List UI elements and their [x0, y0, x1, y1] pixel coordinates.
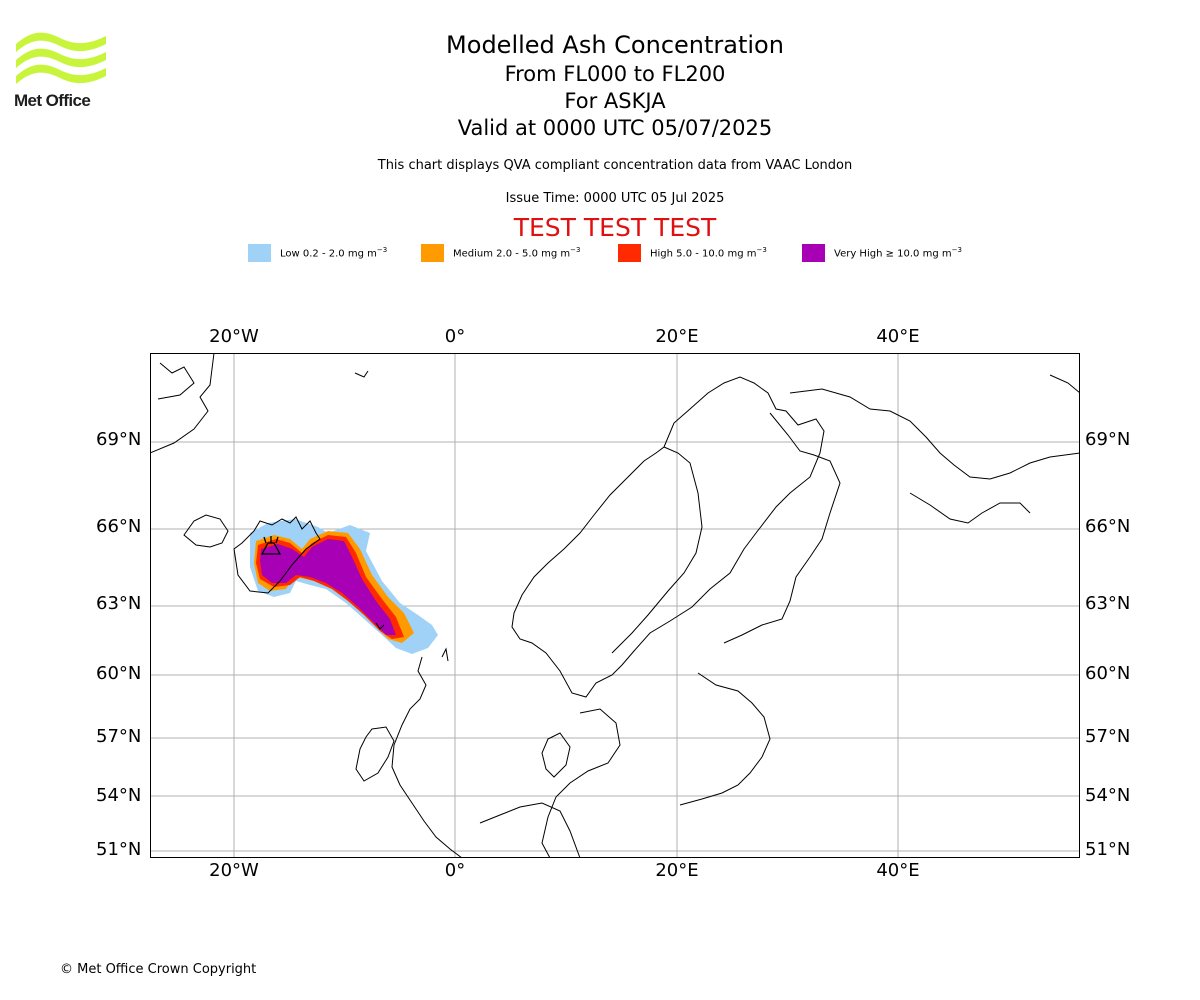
legend-item-medium: Medium 2.0 - 5.0 mg m−3: [421, 244, 580, 262]
met-office-logo: Met Office: [14, 30, 108, 112]
legend-item-high: High 5.0 - 10.0 mg m−3: [618, 244, 767, 262]
lon-label-bottom-0: 0°: [444, 860, 466, 881]
legend-swatch-very-high: [802, 244, 825, 262]
chart-description: This chart displays QVA compliant concen…: [377, 158, 853, 173]
lat-label-left-57n: 57°N: [96, 726, 142, 747]
lon-label-bottom-20w: 20°W: [209, 860, 259, 881]
legend-item-low: Low 0.2 - 2.0 mg m−3: [248, 244, 387, 262]
lat-label-right-57n: 57°N: [1085, 726, 1131, 747]
legend-label-very-high: Very High ≥ 10.0 mg m: [834, 248, 952, 260]
legend-swatch-medium: [421, 244, 444, 262]
legend-unit-exp-low: −3: [376, 246, 388, 255]
chart-title-block: Modelled Ash Concentration From FL000 to…: [0, 30, 1200, 140]
lat-label-left-66n: 66°N: [96, 516, 142, 537]
volcano-icon: [260, 536, 282, 555]
gridlines: [150, 353, 1080, 858]
lon-label-top-20e: 20°E: [655, 326, 699, 347]
lat-label-right-51n: 51°N: [1085, 839, 1131, 860]
lon-label-bottom-40e: 40°E: [876, 860, 920, 881]
main-title: Modelled Ash Concentration: [446, 31, 784, 59]
lat-label-left-69n: 69°N: [96, 429, 142, 450]
lon-label-top-0: 0°: [444, 326, 466, 347]
met-office-waves-icon: [16, 32, 106, 84]
copyright-notice: © Met Office Crown Copyright: [60, 962, 257, 977]
ash-concentration: [250, 519, 438, 654]
volcano-name: For ASKJA: [564, 89, 666, 113]
lat-label-left-60n: 60°N: [96, 663, 142, 684]
lon-label-top-40e: 40°E: [876, 326, 920, 347]
valid-time: Valid at 0000 UTC 05/07/2025: [457, 116, 773, 140]
legend-unit-exp-very-high: −3: [951, 246, 962, 255]
lat-label-left-63n: 63°N: [96, 593, 142, 614]
lon-label-top-20w: 20°W: [209, 326, 259, 347]
legend-swatch-high: [618, 244, 641, 262]
lat-label-right-66n: 66°N: [1085, 516, 1131, 537]
map-svg: [150, 353, 1080, 858]
legend-unit-exp-medium: −3: [570, 246, 581, 255]
lat-label-right-63n: 63°N: [1085, 593, 1131, 614]
legend-label-low: Low 0.2 - 2.0 mg m: [280, 248, 377, 260]
lat-label-left-51n: 51°N: [96, 839, 142, 860]
legend-swatch-low: [248, 244, 271, 262]
legend-label-high: High 5.0 - 10.0 mg m: [650, 248, 757, 260]
logo-wordmark: Met Office: [14, 91, 91, 110]
flight-level-range: From FL000 to FL200: [504, 62, 726, 86]
lat-label-right-54n: 54°N: [1085, 785, 1131, 806]
test-banner: TEST TEST TEST: [513, 213, 717, 242]
issue-time: Issue Time: 0000 UTC 05 Jul 2025: [505, 191, 725, 206]
legend-label-medium: Medium 2.0 - 5.0 mg m: [453, 248, 571, 260]
lon-label-bottom-20e: 20°E: [655, 860, 699, 881]
legend-unit-exp-high: −3: [756, 246, 767, 255]
map-panel: [150, 353, 1080, 858]
coastlines: [150, 353, 1080, 858]
legend-item-very-high: Very High ≥ 10.0 mg m−3: [802, 244, 962, 262]
lat-label-left-54n: 54°N: [96, 785, 142, 806]
lat-label-right-60n: 60°N: [1085, 663, 1131, 684]
lat-label-right-69n: 69°N: [1085, 429, 1131, 450]
